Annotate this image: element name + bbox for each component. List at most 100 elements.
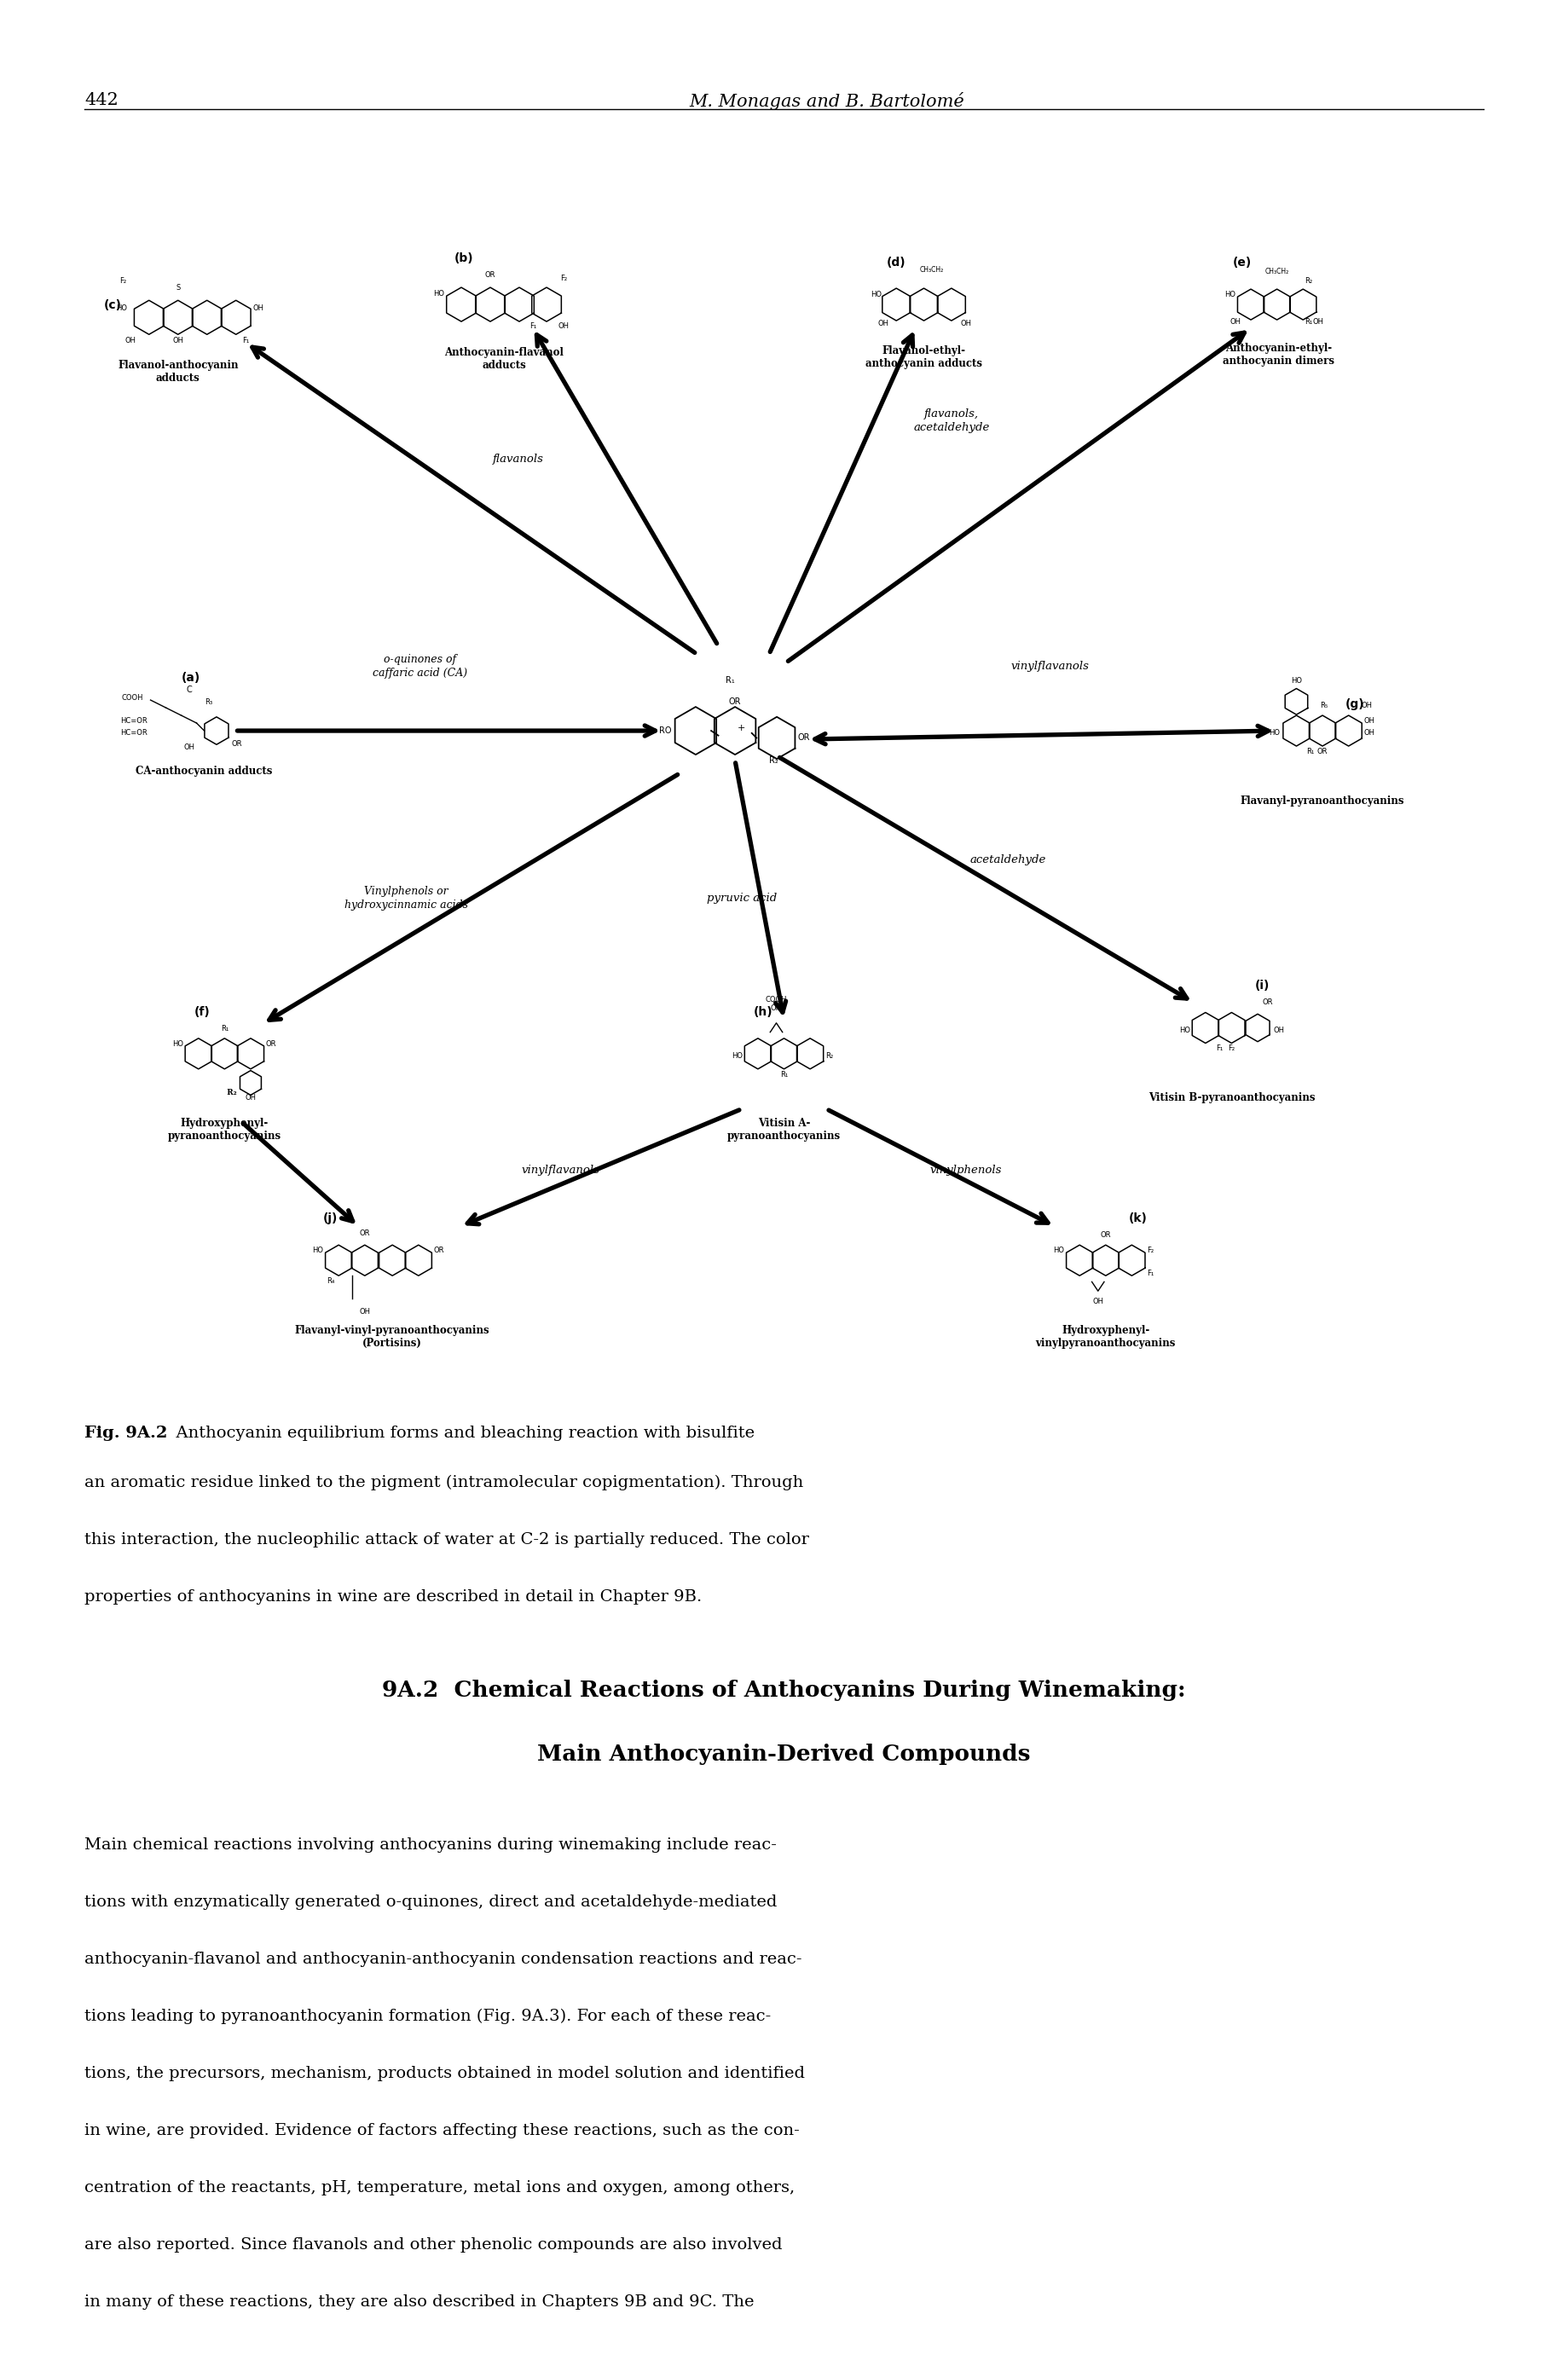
Text: flavanols: flavanols bbox=[492, 454, 544, 466]
Text: OH: OH bbox=[771, 1006, 782, 1013]
Text: OR: OR bbox=[798, 733, 811, 743]
Text: HO: HO bbox=[1290, 677, 1301, 684]
Text: OH: OH bbox=[125, 336, 136, 345]
Text: CH₃CH₂: CH₃CH₂ bbox=[1265, 267, 1289, 274]
Text: HC=OR: HC=OR bbox=[121, 729, 147, 738]
Text: (c): (c) bbox=[103, 300, 122, 312]
Text: OH: OH bbox=[1312, 319, 1323, 327]
Text: F₂: F₂ bbox=[1228, 1046, 1236, 1053]
Text: R₅: R₅ bbox=[1320, 703, 1328, 710]
Text: Hydroxyphenyl-
pyranoanthocyanins: Hydroxyphenyl- pyranoanthocyanins bbox=[168, 1119, 281, 1143]
Text: HO: HO bbox=[1179, 1027, 1190, 1034]
Text: HC=OR: HC=OR bbox=[121, 717, 147, 724]
Text: F₁: F₁ bbox=[1215, 1046, 1223, 1053]
Text: CA-anthocyanin adducts: CA-anthocyanin adducts bbox=[136, 767, 273, 776]
Text: OH: OH bbox=[961, 319, 972, 327]
Text: Vitisin B-pyranoanthocyanins: Vitisin B-pyranoanthocyanins bbox=[1148, 1093, 1316, 1103]
Text: Main chemical reactions involving anthocyanins during winemaking include reac-: Main chemical reactions involving anthoc… bbox=[85, 1838, 776, 1853]
Text: HO: HO bbox=[732, 1053, 743, 1060]
Text: HO: HO bbox=[116, 305, 127, 312]
Text: Vinylphenols or
hydroxycinnamic acids: Vinylphenols or hydroxycinnamic acids bbox=[345, 887, 469, 911]
Text: OR: OR bbox=[1262, 998, 1273, 1006]
Text: pyruvic acid: pyruvic acid bbox=[707, 892, 778, 904]
Text: R₄: R₄ bbox=[328, 1278, 336, 1285]
Text: R₁: R₁ bbox=[726, 677, 735, 684]
Text: RO: RO bbox=[660, 726, 671, 736]
Text: o-quinones of
caffaric acid (CA): o-quinones of caffaric acid (CA) bbox=[373, 653, 467, 679]
Text: CH₃CH₂: CH₃CH₂ bbox=[920, 265, 944, 274]
Text: HO: HO bbox=[870, 291, 881, 298]
Text: (f): (f) bbox=[194, 1006, 210, 1017]
Text: R₁: R₁ bbox=[1306, 748, 1314, 755]
Text: in many of these reactions, they are also described in Chapters 9B and 9C. The: in many of these reactions, they are als… bbox=[85, 2295, 754, 2309]
Text: tions leading to pyranoanthocyanin formation (Fig. 9A.3). For each of these reac: tions leading to pyranoanthocyanin forma… bbox=[85, 2009, 771, 2025]
Text: (d): (d) bbox=[886, 256, 906, 267]
Text: Flavanyl-pyranoanthocyanins: Flavanyl-pyranoanthocyanins bbox=[1240, 795, 1405, 807]
Text: F₁: F₁ bbox=[243, 336, 249, 345]
Text: OR: OR bbox=[1317, 748, 1328, 755]
Text: Main Anthocyanin-Derived Compounds: Main Anthocyanin-Derived Compounds bbox=[538, 1744, 1030, 1765]
Text: F₁: F₁ bbox=[1148, 1271, 1154, 1278]
Text: Vitisin A-
pyranoanthocyanins: Vitisin A- pyranoanthocyanins bbox=[728, 1119, 840, 1143]
Text: (h): (h) bbox=[753, 1006, 773, 1017]
Text: 442: 442 bbox=[85, 92, 119, 109]
Text: HO: HO bbox=[312, 1247, 323, 1254]
Text: Anthocyanin-ethyl-
anthocyanin dimers: Anthocyanin-ethyl- anthocyanin dimers bbox=[1223, 343, 1334, 367]
Text: OH: OH bbox=[172, 336, 183, 345]
Text: tions, the precursors, mechanism, products obtained in model solution and identi: tions, the precursors, mechanism, produc… bbox=[85, 2066, 804, 2082]
Text: M. Monagas and B. Bartolomé: M. Monagas and B. Bartolomé bbox=[688, 92, 964, 109]
Text: OR: OR bbox=[359, 1230, 370, 1237]
Text: R₁: R₁ bbox=[1305, 319, 1312, 327]
Text: OH: OH bbox=[1093, 1297, 1104, 1306]
Text: vinylflavanols: vinylflavanols bbox=[1011, 660, 1088, 672]
Text: anthocyanin-flavanol and anthocyanin-anthocyanin condensation reactions and reac: anthocyanin-flavanol and anthocyanin-ant… bbox=[85, 1952, 803, 1966]
Text: (b): (b) bbox=[455, 253, 474, 265]
Text: tions with enzymatically generated o-quinones, direct and acetaldehyde-mediated: tions with enzymatically generated o-qui… bbox=[85, 1895, 778, 1909]
Text: OH: OH bbox=[1364, 717, 1375, 724]
Text: Anthocyanin equilibrium forms and bleaching reaction with bisulfite: Anthocyanin equilibrium forms and bleach… bbox=[166, 1427, 754, 1441]
Text: centration of the reactants, pH, temperature, metal ions and oxygen, among other: centration of the reactants, pH, tempera… bbox=[85, 2179, 795, 2196]
Text: properties of anthocyanins in wine are described in detail in Chapter 9B.: properties of anthocyanins in wine are d… bbox=[85, 1590, 702, 1604]
Text: are also reported. Since flavanols and other phenolic compounds are also involve: are also reported. Since flavanols and o… bbox=[85, 2238, 782, 2252]
Text: OH: OH bbox=[252, 305, 263, 312]
Text: F₂: F₂ bbox=[560, 274, 568, 282]
Text: R₂: R₂ bbox=[221, 1088, 237, 1095]
Text: OH: OH bbox=[558, 322, 569, 329]
Text: OR: OR bbox=[267, 1041, 276, 1048]
Text: F₂: F₂ bbox=[119, 277, 127, 284]
Text: R₁: R₁ bbox=[779, 1072, 789, 1079]
Text: OR: OR bbox=[1101, 1230, 1112, 1240]
Text: OH: OH bbox=[1229, 319, 1240, 327]
Text: flavanols,
acetaldehyde: flavanols, acetaldehyde bbox=[914, 409, 989, 433]
Text: OH: OH bbox=[1364, 729, 1375, 738]
Text: Hydroxyphenyl-
vinylpyranoanthocyanins: Hydroxyphenyl- vinylpyranoanthocyanins bbox=[1035, 1325, 1176, 1349]
Text: R₁: R₁ bbox=[221, 1024, 229, 1032]
Text: OH: OH bbox=[245, 1093, 256, 1103]
Text: Fig. 9A.2: Fig. 9A.2 bbox=[85, 1427, 168, 1441]
Text: OH: OH bbox=[878, 319, 889, 327]
Text: (a): (a) bbox=[182, 672, 201, 684]
Text: Flavanyl-vinyl-pyranoanthocyanins
(Portisins): Flavanyl-vinyl-pyranoanthocyanins (Porti… bbox=[295, 1325, 489, 1349]
Text: an aromatic residue linked to the pigment (intramolecular copigmentation). Throu: an aromatic residue linked to the pigmen… bbox=[85, 1474, 804, 1491]
Text: (e): (e) bbox=[1232, 258, 1251, 270]
Text: OH: OH bbox=[1273, 1027, 1284, 1034]
Text: vinylphenols: vinylphenols bbox=[930, 1164, 1002, 1176]
Text: OR: OR bbox=[434, 1247, 444, 1254]
Text: Flavanol-ethyl-
anthocyanin adducts: Flavanol-ethyl- anthocyanin adducts bbox=[866, 345, 982, 369]
Text: HO: HO bbox=[1054, 1247, 1065, 1254]
Text: HO: HO bbox=[1269, 729, 1279, 738]
Text: OR: OR bbox=[485, 272, 495, 279]
Text: 9A.2  Chemical Reactions of Anthocyanins During Winemaking:: 9A.2 Chemical Reactions of Anthocyanins … bbox=[383, 1680, 1185, 1701]
Text: vinylflavanols: vinylflavanols bbox=[521, 1164, 599, 1176]
Text: C: C bbox=[187, 686, 191, 693]
Text: S: S bbox=[176, 284, 180, 291]
Text: R₃: R₃ bbox=[205, 698, 213, 707]
Text: (g): (g) bbox=[1345, 698, 1364, 710]
Text: OH: OH bbox=[359, 1308, 370, 1315]
Text: F₂: F₂ bbox=[1148, 1247, 1154, 1254]
Text: OR: OR bbox=[232, 741, 243, 748]
Text: R₂: R₂ bbox=[768, 757, 778, 764]
Text: Anthocyanin-flavanol
adducts: Anthocyanin-flavanol adducts bbox=[444, 348, 563, 371]
Text: (j): (j) bbox=[323, 1214, 339, 1226]
Text: Flavanol-anthocyanin
adducts: Flavanol-anthocyanin adducts bbox=[118, 360, 238, 383]
